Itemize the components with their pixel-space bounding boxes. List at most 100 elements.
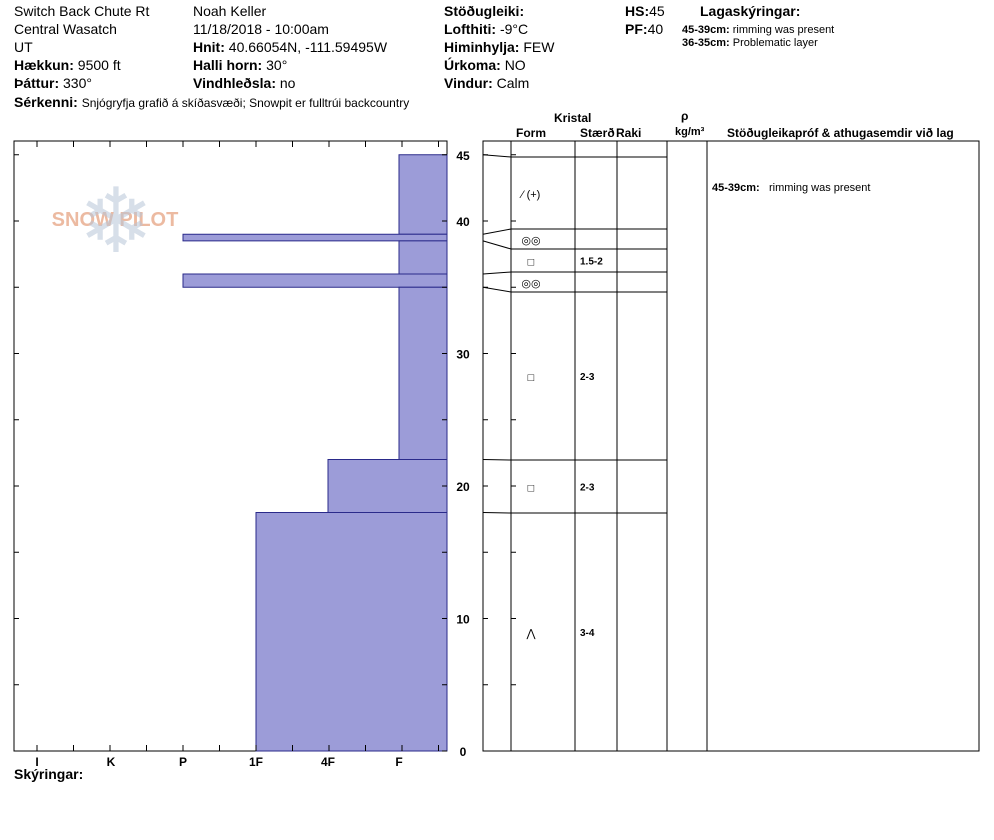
grain-size: 1.5-2 [580, 257, 603, 268]
observer-name: Noah Keller [193, 3, 267, 19]
layer-boundary [482, 154, 667, 158]
layer-boundary [482, 240, 667, 250]
layer-note-text: rimming was present [732, 24, 835, 36]
slope: Halli horn: 30° [193, 57, 287, 73]
grain-size: 2-3 [580, 372, 595, 383]
y-tick-label: 10 [456, 613, 470, 627]
range-name: Central Wasatch [14, 21, 117, 37]
location-name: Switch Back Chute Rt [14, 3, 150, 19]
hardness-bar [182, 273, 448, 288]
layer-comment-range: 45-39cm: [712, 182, 760, 194]
aspect-label: Þáttur: [14, 75, 60, 91]
pf: PF:40 [625, 21, 663, 37]
slope-value: 30° [266, 57, 288, 73]
x-tick-label: K [107, 755, 116, 769]
air-temp: Lofthiti: -9°C [444, 21, 528, 37]
coords-value: 40.66054N, -111.59495W [228, 39, 388, 55]
pf-label: PF: [625, 21, 648, 37]
hardness-bar [398, 286, 448, 460]
sky: Himinhylja: FEW [444, 39, 554, 55]
grain-size: 3-4 [580, 628, 595, 639]
grain-form: □ [528, 257, 535, 269]
grain-form: ◎◎ [521, 235, 540, 247]
coords: Hnit: 40.66054N, -111.59495W [193, 39, 387, 55]
state-name: UT [14, 39, 33, 55]
specifics-label: Sérkenni: [14, 94, 78, 110]
watermark-text: SNOW PILOT [52, 209, 179, 231]
aspect-value: 330° [63, 75, 92, 91]
elevation-label: Hækkun: [14, 57, 74, 73]
wind-loading: Vindhleðsla: no [193, 75, 295, 91]
specifics: Sérkenni: Snjógryfja grafið á skíðasvæði… [14, 94, 409, 111]
hardness-bar [255, 512, 448, 752]
header-size: Stærð [580, 126, 615, 140]
grain-size: 2-3 [580, 483, 595, 494]
grain-form: ⁄ (+) [519, 189, 541, 201]
sky-label: Himinhylja: [444, 39, 520, 55]
hardness-bar [182, 233, 448, 242]
datetime: 11/18/2018 - 10:00am [193, 21, 329, 37]
y-tick-label: 0 [460, 745, 467, 759]
stability: Stöðugleiki: [444, 3, 524, 19]
stability-label: Stöðugleiki: [444, 3, 525, 19]
grain-form: ◎◎ [521, 278, 540, 290]
wind-value: Calm [496, 75, 530, 91]
wind-loading-label: Vindhleðsla: [193, 75, 276, 91]
layer-note-range: 36-35cm: [682, 37, 730, 49]
header-crystal: Kristal [554, 111, 592, 125]
wind: Vindur: Calm [444, 75, 529, 91]
precip: Úrkoma: NO [444, 57, 526, 73]
hs-label: HS: [625, 3, 650, 19]
grain-form: □ [528, 372, 535, 384]
layer-note-range: 45-39cm: [682, 24, 730, 36]
layer-note: 45-39cm: rimming was present [682, 24, 834, 37]
pf-value: 40 [647, 21, 664, 37]
header-rho: ρ [681, 109, 689, 123]
x-tick-label: P [179, 755, 187, 769]
air-temp-value: -9°C [499, 21, 529, 37]
x-tick-label: 4F [321, 755, 335, 769]
hardness-bar [327, 459, 448, 513]
layer-note-text: Problematic layer [732, 37, 818, 49]
hs: HS:45 [625, 3, 665, 19]
hardness-bar [398, 240, 448, 275]
grain-form: ⋀ [525, 628, 536, 640]
y-tick-label: 45 [456, 149, 470, 163]
precip-value: NO [504, 57, 526, 73]
layer-boundary [482, 228, 667, 235]
table-frame [482, 140, 980, 752]
coords-label: Hnit: [193, 39, 225, 55]
header-form: Form [516, 126, 546, 140]
layer-boundary [482, 271, 667, 275]
sky-value: FEW [523, 39, 555, 55]
layer-note: 36-35cm: Problematic layer [682, 37, 818, 50]
layer-boundary [482, 512, 667, 514]
slope-label: Halli horn: [193, 57, 263, 73]
precip-label: Úrkoma: [444, 57, 501, 73]
layer-boundary [482, 459, 667, 461]
y-tick-label: 40 [456, 215, 470, 229]
header-moisture: Raki [616, 126, 642, 140]
aspect: Þáttur: 330° [14, 75, 92, 91]
hardness-bar [398, 154, 448, 235]
wind-label: Vindur: [444, 75, 493, 91]
comments-label: Skýringar: [14, 766, 84, 782]
hs-value: 45 [649, 3, 665, 19]
y-tick-label: 30 [456, 348, 470, 362]
x-tick-label: I [35, 755, 38, 769]
x-tick-label: F [395, 755, 402, 769]
specifics-value: Snjógryfja grafið á skíðasvæði; Snowpit … [81, 96, 410, 110]
air-temp-label: Lofthiti: [444, 21, 497, 37]
header-density-unit: kg/m³ [675, 126, 705, 138]
layer-comment-text: rimming was present [769, 182, 870, 194]
layer-notes-title: Lagaskýringar: [700, 3, 801, 19]
layer-boundary [482, 286, 667, 293]
elevation: Hækkun: 9500 ft [14, 57, 121, 73]
grain-form: □ [528, 483, 535, 495]
x-tick-label: 1F [249, 755, 263, 769]
elevation-value: 9500 ft [77, 57, 121, 73]
header-tests: Stöðugleikapróf & athugasemdir við lag [727, 126, 954, 140]
wind-loading-value: no [279, 75, 296, 91]
snowflake-icon: ❄ [78, 172, 153, 272]
